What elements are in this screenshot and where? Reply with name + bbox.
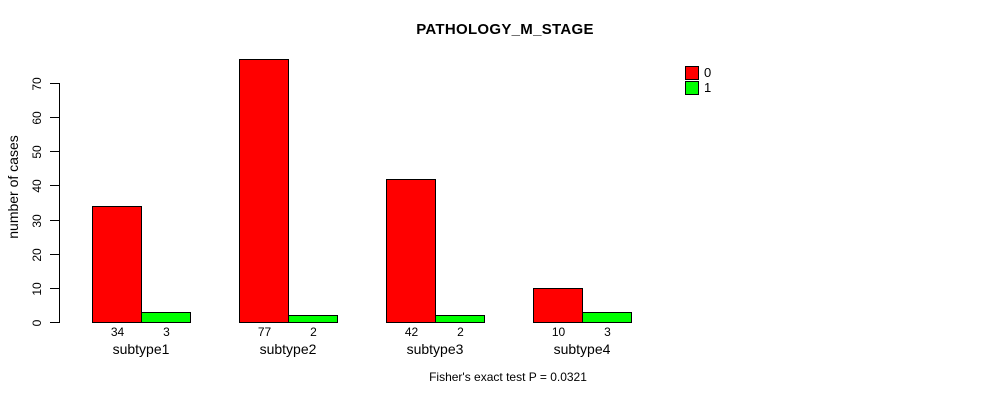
bar-value-label: 77 — [257, 325, 272, 339]
bar-series0-subtype2 — [239, 59, 289, 323]
y-axis-tick — [50, 322, 59, 323]
y-axis-tick — [50, 151, 59, 152]
bar-series0-subtype1 — [92, 206, 142, 323]
x-category-label-subtype3: subtype3 — [406, 341, 464, 357]
bar-series1-subtype2 — [288, 315, 338, 323]
y-axis-tick — [50, 254, 59, 255]
legend-swatch-0 — [685, 66, 699, 80]
y-axis-tick-label: 10 — [30, 282, 44, 296]
y-axis-line — [59, 83, 60, 323]
bar-value-label: 2 — [457, 325, 464, 339]
y-axis-tick-label: 50 — [30, 145, 44, 159]
y-axis-tick — [50, 117, 59, 118]
chart-title: PATHOLOGY_M_STAGE — [416, 21, 594, 38]
legend-label-1: 1 — [704, 80, 712, 95]
bar-series0-subtype4 — [533, 288, 583, 323]
bar-value-label: 42 — [404, 325, 419, 339]
bar-value-label: 2 — [310, 325, 317, 339]
y-axis-tick — [50, 83, 59, 84]
y-axis-tick-label: 70 — [30, 77, 44, 91]
y-axis-tick-label: 20 — [30, 248, 44, 262]
y-axis-tick-label: 40 — [30, 179, 44, 193]
y-axis-tick-label: 0 — [30, 319, 44, 327]
bar-series1-subtype4 — [582, 312, 632, 323]
x-category-label-subtype1: subtype1 — [112, 341, 170, 357]
bar-series0-subtype3 — [386, 179, 436, 323]
x-category-label-subtype4: subtype4 — [553, 341, 611, 357]
y-axis-tick — [50, 288, 59, 289]
bar-value-label: 34 — [110, 325, 125, 339]
caption-fisher-test: Fisher's exact test P = 0.0321 — [429, 370, 587, 384]
bar-value-label: 3 — [163, 325, 170, 339]
bar-value-label: 10 — [551, 325, 566, 339]
bar-value-label: 3 — [604, 325, 611, 339]
bar-series1-subtype1 — [141, 312, 191, 323]
y-axis-tick-label: 60 — [30, 111, 44, 125]
x-category-label-subtype2: subtype2 — [259, 341, 317, 357]
legend-swatch-1 — [685, 81, 699, 95]
y-axis-tick — [50, 220, 59, 221]
legend-label-0: 0 — [704, 65, 712, 80]
y-axis-tick — [50, 185, 59, 186]
y-axis-tick-label: 30 — [30, 214, 44, 228]
bar-series1-subtype3 — [435, 315, 485, 323]
